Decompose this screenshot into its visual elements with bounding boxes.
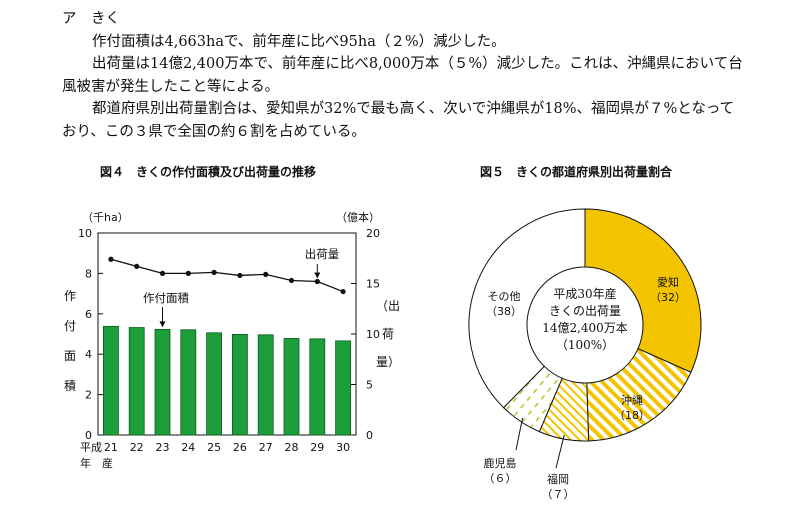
bar-area [180, 329, 197, 436]
center-label-line: 14億2,400万本 [542, 321, 628, 335]
left-tick-label: 2 [85, 389, 92, 402]
left-axis-label-char: 作 [64, 289, 76, 303]
slice-label-name: 愛知 [657, 275, 679, 289]
left-axis-label-char: 付 [64, 319, 76, 333]
bar-area [309, 338, 326, 436]
paragraph-shipment-2: 風被害が発生したこと等による。 [62, 78, 280, 95]
line-point [340, 288, 346, 295]
center-label-line: 平成30年産 [553, 286, 616, 301]
line-point [185, 270, 191, 276]
line-point [134, 263, 140, 269]
slice-label-value: （38） [486, 305, 522, 318]
paragraph-share-2: おり、この３県で全国の約６割を占めている。 [62, 123, 366, 140]
x-tick-label: 28 [285, 441, 299, 454]
bar-area [128, 327, 145, 436]
right-axis-label-char: （出 [376, 299, 400, 313]
bar-area [257, 334, 274, 436]
annotation-area-arrowhead [159, 321, 166, 328]
leader-line-kagoshima [515, 417, 524, 451]
right-tick-label: 0 [366, 429, 373, 442]
bar-area [335, 340, 352, 436]
x-tick-label: 26 [233, 441, 247, 454]
annotation-shipment: 出荷量 [305, 247, 340, 261]
x-suffix-label: 年 産 [80, 456, 113, 470]
line-point [314, 278, 320, 285]
center-label-line: きくの出荷量 [549, 304, 621, 318]
line-point [159, 270, 166, 276]
paragraph-area: 作付面積は4,663haで、前年産に比べ95ha（２%）減少した。 [92, 33, 506, 50]
paragraph-shipment-1: 出荷量は14億2,400万本で、前年産に比べ8,000万本（５%）減少した。これ… [92, 56, 743, 72]
slice-label-name: その他 [488, 290, 521, 303]
x-tick-label: 29 [310, 441, 324, 454]
left-tick-label: 8 [85, 267, 92, 280]
left-tick-label: 10 [78, 227, 92, 240]
right-axis-unit: （億本） [336, 210, 380, 224]
x-tick-label: 24 [181, 441, 195, 454]
paragraph-share-1: 都道府県別出荷量割合は、愛知県が32%で最も高く、次いで沖縄県が18%、福岡県が… [92, 101, 735, 117]
slice-label-name: 福岡 [547, 472, 569, 486]
slice-label-value: （６） [484, 472, 517, 485]
right-axis-label-char: 荷 [382, 327, 394, 341]
bar-area [283, 338, 300, 436]
bar-area [103, 325, 119, 436]
line-point [108, 256, 114, 262]
line-point [237, 272, 243, 279]
annotation-shipment-arrowhead [314, 272, 321, 279]
right-tick-label: 5 [366, 379, 373, 392]
right-tick-label: 15 [366, 278, 380, 291]
x-tick-label: 23 [156, 441, 170, 454]
pie-slice [468, 208, 586, 409]
annotation-area: 作付面積 [143, 291, 189, 305]
left-tick-label: 4 [85, 348, 92, 361]
left-axis-unit: （千ha） [82, 211, 129, 224]
x-prefix-label: 平成 [80, 441, 102, 454]
left-tick-label: 0 [85, 429, 92, 442]
right-tick-label: 20 [366, 227, 380, 240]
x-tick-label: 27 [259, 441, 273, 454]
bar-area [154, 328, 171, 436]
section-heading: ア きく [62, 11, 120, 27]
bar-area [206, 332, 223, 436]
leader-line-fukuoka [555, 434, 565, 469]
left-axis-label-char: 積 [64, 378, 76, 393]
left-tick-label: 6 [85, 308, 92, 321]
pie-slice [584, 208, 702, 373]
slice-label-value: （18） [614, 409, 650, 422]
slice-label-value: （７） [542, 488, 575, 501]
line-point [211, 269, 217, 275]
x-tick-label: 25 [207, 441, 221, 454]
body-text: ア きく 作付面積は4,663haで、前年産に比べ95ha（２%）減少した。 出… [62, 8, 792, 143]
left-axis-label-char: 面 [64, 349, 76, 363]
line-point [288, 277, 295, 284]
x-tick-label: 22 [130, 441, 144, 454]
fig5-title: 図５ きくの都道府県別出荷量割合 [480, 165, 673, 179]
slice-label-name: 鹿児島 [484, 456, 517, 470]
center-label-line: （100%） [556, 338, 614, 352]
slice-label-name: 沖縄 [621, 393, 643, 407]
right-axis-label-char: 量） [376, 355, 400, 369]
fig4-title: 図４ きくの作付面積及び出荷量の推移 [100, 165, 317, 179]
x-tick-label: 21 [104, 441, 118, 454]
line-shipment [110, 258, 344, 293]
bar-area [231, 334, 248, 436]
slice-label-value: （32） [650, 291, 686, 304]
x-tick-label: 30 [336, 441, 350, 454]
right-tick-label: 10 [366, 328, 380, 341]
line-point [263, 271, 269, 278]
